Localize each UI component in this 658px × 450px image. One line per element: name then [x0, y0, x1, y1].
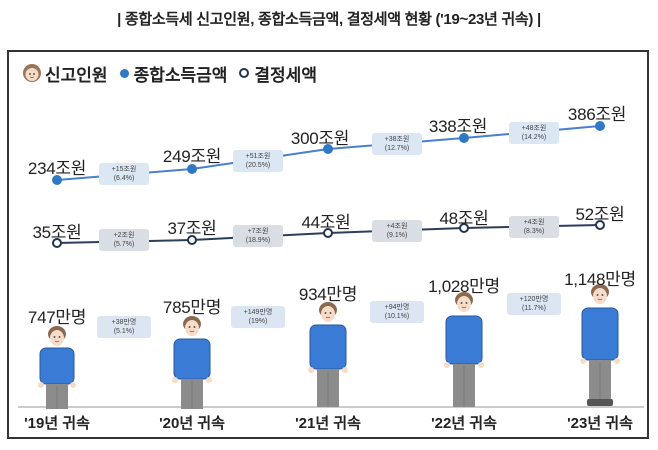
- people-change-badge: +94만명 (10.1%): [370, 301, 424, 323]
- tax-change-badge: +2조원 (5.7%): [99, 229, 149, 251]
- x-axis-label: '20년 귀속: [159, 415, 225, 432]
- person-figure-icon: [580, 284, 620, 406]
- tax-change-badge: +7조원 (18.9%): [233, 225, 283, 247]
- tax-change-badge: +4조원 (8.3%): [509, 216, 559, 238]
- x-axis-label: '19년 귀속: [24, 415, 90, 432]
- person-figure-icon: [444, 292, 484, 407]
- legend: 신고인원 종합소득금액 결정세액: [22, 60, 329, 86]
- income-points: [52, 121, 605, 185]
- x-axis-label: '21년 귀속: [295, 415, 361, 432]
- legend-label-tax: 결정세액: [254, 65, 317, 85]
- people-value-label: 1,028만명: [428, 277, 500, 296]
- legend-item-people: 신고인원: [22, 61, 108, 86]
- income-change-badge: +38조원 (12.7%): [372, 133, 422, 155]
- legend-label-income: 종합소득금액: [133, 65, 228, 85]
- tax-value-label: 48조원: [439, 209, 489, 228]
- people-value-label: 1,148만명: [564, 270, 636, 289]
- income-value-label: 300조원: [290, 129, 350, 148]
- income-value-label: 386조원: [567, 105, 627, 124]
- income-value-label: 338조원: [428, 117, 488, 136]
- income-value-label: 249조원: [162, 147, 222, 166]
- tax-points: [52, 220, 605, 248]
- person-face-icon: [23, 64, 41, 82]
- chart-title: | 종합소득세 신고인원, 종합소득금액, 결정세액 현황 ('19~23년 귀…: [117, 11, 541, 28]
- tax-value-label: 35조원: [32, 223, 82, 242]
- tax-value-label: 37조원: [167, 219, 217, 238]
- people-change-badge: +38만명 (5.1%): [97, 316, 151, 338]
- people-change-badge: +120만명 (11.7%): [507, 293, 561, 315]
- income-value-label: 234조원: [27, 159, 87, 178]
- tax-value-label: 52조원: [575, 205, 625, 224]
- people-value-label: 934만명: [298, 285, 358, 304]
- person-figure-icon: [172, 316, 212, 409]
- x-axis-label: '23년 귀속: [567, 415, 633, 432]
- legend-item-income: 종합소득금액: [119, 61, 228, 86]
- income-change-badge: +15조원 (6.4%): [99, 163, 149, 185]
- person-figure-icon: [308, 302, 348, 407]
- hollow-dot-icon: [239, 68, 250, 78]
- people-value-label: 785만명: [162, 298, 222, 317]
- person-figure-icon: [38, 326, 76, 409]
- income-change-badge: +51조원 (20.5%): [233, 150, 283, 172]
- filled-dot-icon: [119, 68, 129, 78]
- tax-value-label: 44조원: [301, 213, 351, 232]
- x-axis-label: '22년 귀속: [431, 415, 497, 432]
- legend-label-people: 신고인원: [45, 65, 108, 85]
- people-change-badge: +149만명 (19%): [231, 306, 285, 328]
- tax-change-badge: +4조원 (9.1%): [372, 220, 422, 242]
- people-value-label: 747만명: [27, 308, 87, 327]
- legend-item-tax: 결정세액: [239, 61, 317, 86]
- income-change-badge: +48조원 (14.2%): [509, 122, 559, 144]
